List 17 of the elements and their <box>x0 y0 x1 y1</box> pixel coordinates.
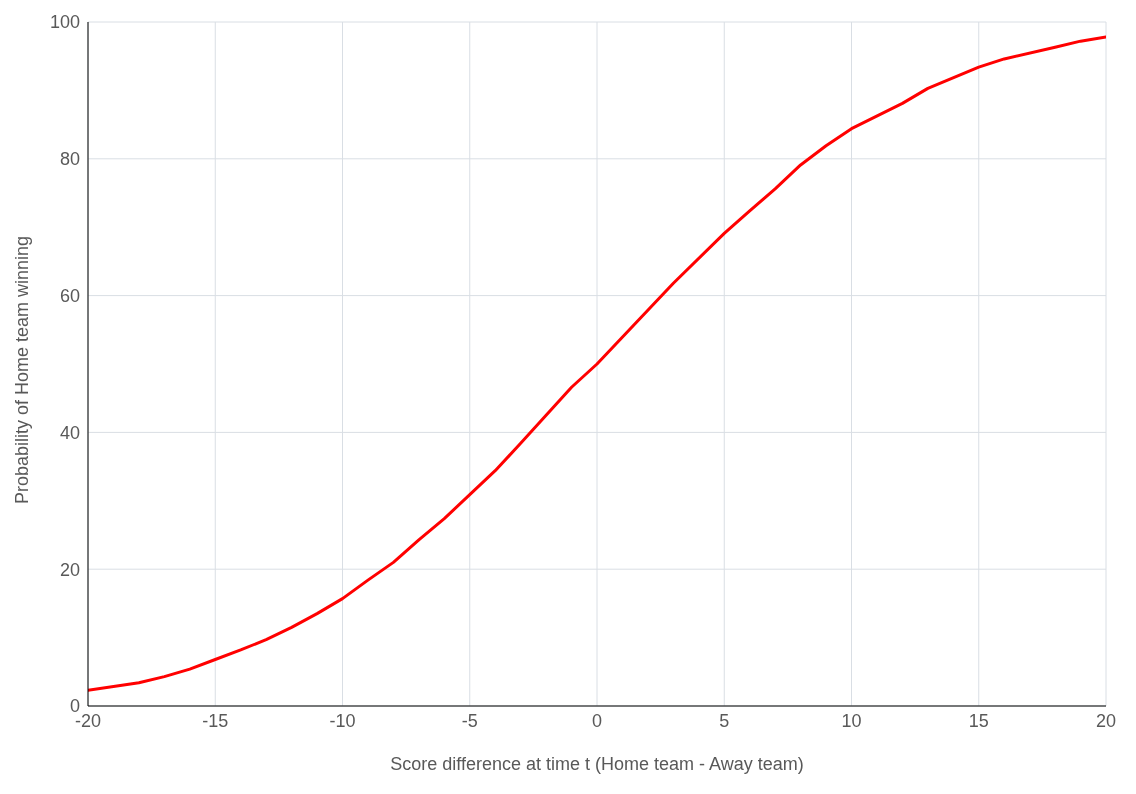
line-series <box>88 35 1106 692</box>
y-axis-title: Probability of Home team winning <box>12 235 33 504</box>
x-tick-label: 10 <box>841 710 862 731</box>
y-tick-label: 60 <box>59 285 80 306</box>
y-tick-label: 40 <box>59 422 80 443</box>
y-tick-label: 100 <box>49 12 80 33</box>
x-axis-title: Score difference at time t (Home team - Away team) <box>390 754 804 774</box>
y-tick-label: 80 <box>59 149 80 170</box>
x-tick-label: -15 <box>202 710 229 731</box>
x-tick-label: 5 <box>719 710 730 731</box>
x-tick-label: 20 <box>1095 710 1117 731</box>
x-tick-label: -10 <box>329 710 356 731</box>
y-tick-label: 0 <box>69 696 80 717</box>
x-tick-label: 0 <box>591 710 603 731</box>
x-tick-label: -5 <box>461 710 478 731</box>
x-tick-label: 15 <box>968 710 989 731</box>
y-tick-label: 20 <box>59 559 80 580</box>
